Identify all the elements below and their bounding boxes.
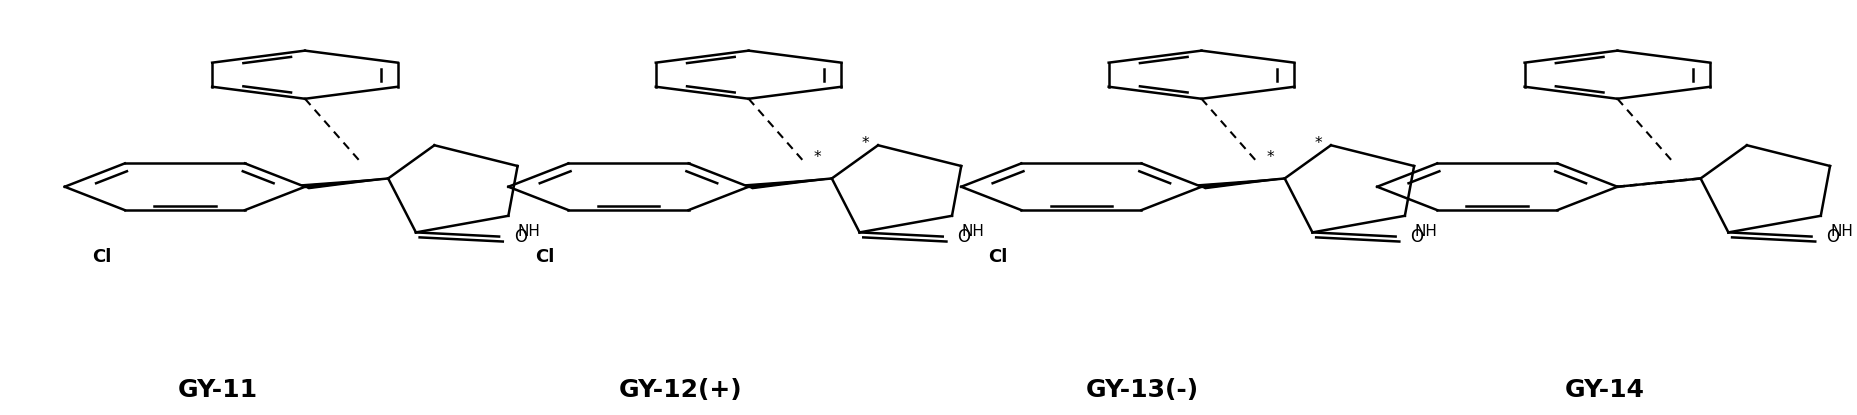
Text: Cl: Cl xyxy=(988,248,1008,266)
Text: GY-11: GY-11 xyxy=(178,378,258,402)
Text: GY-13(-): GY-13(-) xyxy=(1086,378,1200,402)
Text: NH: NH xyxy=(1829,224,1853,239)
Text: O: O xyxy=(958,227,971,246)
Text: *: * xyxy=(1315,136,1322,151)
Text: Cl: Cl xyxy=(93,248,111,266)
Polygon shape xyxy=(1198,178,1285,189)
Text: NH: NH xyxy=(962,224,984,239)
Text: NH: NH xyxy=(1415,224,1437,239)
Text: *: * xyxy=(813,150,821,165)
Text: GY-12(+): GY-12(+) xyxy=(618,378,743,402)
Text: Cl: Cl xyxy=(535,248,555,266)
Text: NH: NH xyxy=(518,224,540,239)
Text: *: * xyxy=(1266,150,1274,165)
Polygon shape xyxy=(301,178,388,189)
Polygon shape xyxy=(745,178,832,189)
Text: GY-14: GY-14 xyxy=(1564,378,1645,402)
Text: O: O xyxy=(1825,227,1838,246)
Text: O: O xyxy=(1411,227,1424,246)
Text: *: * xyxy=(862,136,869,151)
Text: O: O xyxy=(514,227,527,246)
